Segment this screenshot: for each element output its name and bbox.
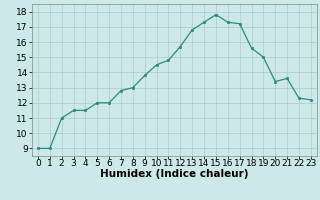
X-axis label: Humidex (Indice chaleur): Humidex (Indice chaleur)	[100, 169, 249, 179]
